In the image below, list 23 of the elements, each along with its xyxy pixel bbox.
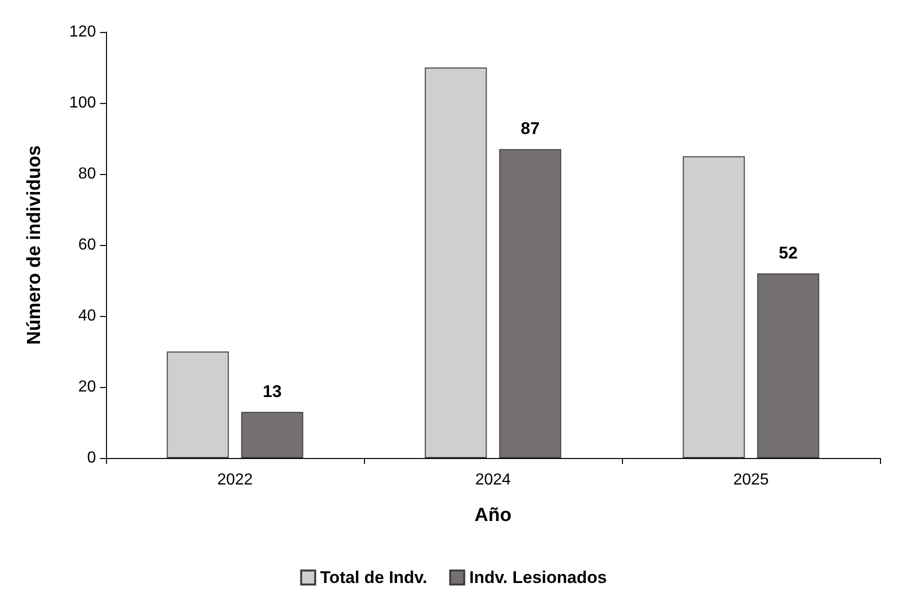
y-tick-label: 40 [78, 308, 96, 324]
y-tick-label: 60 [78, 236, 96, 254]
y-tick-label: 100 [69, 94, 96, 112]
bar [682, 156, 745, 458]
x-axis-title: Año [474, 505, 512, 526]
legend-label: Indv. Lesionados [469, 568, 607, 587]
data-label: 52 [778, 243, 798, 262]
y-tick-label: 80 [78, 166, 96, 182]
data-label: 13 [262, 382, 282, 401]
bar [424, 68, 487, 458]
y-tick-label: 20 [78, 378, 96, 396]
x-tick-label: 2024 [475, 472, 511, 488]
bar [241, 412, 304, 458]
y-tick-label: 120 [69, 24, 96, 40]
bar [499, 149, 562, 458]
x-tick-label: 2025 [733, 472, 769, 488]
bar [757, 273, 820, 458]
y-tick-label: 0 [87, 450, 96, 466]
y-axis-title: Número de individuos [24, 145, 45, 345]
bar [166, 352, 229, 458]
legend-label: Total de Indv. [320, 568, 428, 587]
x-tick-label: 2022 [217, 472, 253, 488]
data-label: 87 [520, 119, 540, 138]
